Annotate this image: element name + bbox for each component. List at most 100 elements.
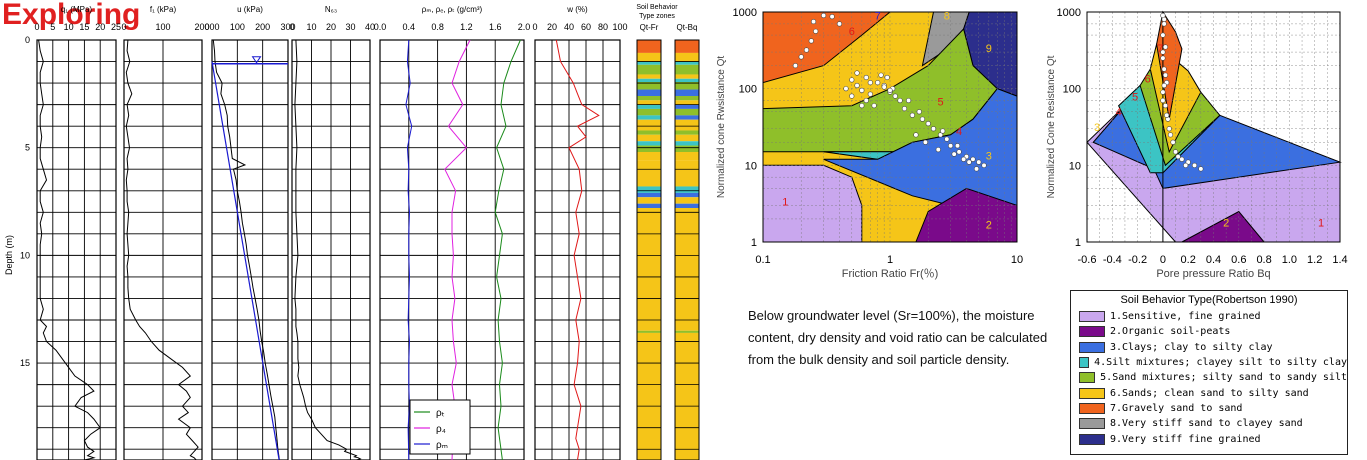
data-point <box>1179 156 1185 162</box>
legend-label: 4.Silt mixtures; clayey silt to silty cl… <box>1094 357 1347 369</box>
panel-x-tick-label: 15 <box>79 22 89 32</box>
zone-number-label: 7 <box>1157 43 1163 55</box>
x-tick-label: 10 <box>1011 254 1023 266</box>
depth-axis-label: Depth (m) <box>4 235 14 275</box>
zone-number-label: 8 <box>944 10 950 22</box>
data-point <box>935 147 941 153</box>
legend-label: 9.Very stiff fine grained <box>1110 433 1261 445</box>
x-tick-label: 0.8 <box>1256 254 1271 266</box>
data-point <box>1161 21 1167 27</box>
panel-x-tick-label: 000 <box>204 22 219 32</box>
y-tick-label: 100 <box>1063 84 1081 96</box>
data-point <box>970 156 976 162</box>
data-point <box>905 97 912 104</box>
panel-x-tick-label: 100 <box>155 22 170 32</box>
sbt-column-frame <box>674 39 700 460</box>
data-point <box>813 28 819 34</box>
data-point <box>1160 89 1166 95</box>
panel-x-tick-label: 5 <box>50 22 55 32</box>
data-point <box>909 112 915 118</box>
sbt-band <box>675 186 699 193</box>
y-tick-label: 10 <box>1069 160 1081 172</box>
panel-frame <box>211 39 289 460</box>
zone-number-label: 6 <box>1145 74 1151 86</box>
sbt-band <box>675 96 699 101</box>
legend-swatch <box>1079 326 1105 338</box>
zone-number-label: 2 <box>986 219 992 231</box>
groundwater-note: Below groundwater level (Sr=100%), the m… <box>748 308 1048 367</box>
zone-number-label: 4 <box>1116 106 1122 118</box>
data-point <box>829 14 835 20</box>
data-point <box>792 62 799 69</box>
legend-item: 7.Gravely sand to sand <box>1079 401 1347 416</box>
sbt-band <box>637 96 661 101</box>
x-tick-label: -0.6 <box>1078 254 1097 266</box>
hydrostatic-line <box>211 61 280 460</box>
sbt-band <box>675 134 699 142</box>
sbt-band <box>675 52 699 62</box>
sbt-column-label: Qt-Fr <box>640 23 659 32</box>
panel-x-tick-label: 300 <box>280 22 295 32</box>
x-tick-label: 1.2 <box>1307 254 1322 266</box>
sbt-band <box>637 141 661 146</box>
legend-item: 4.Silt mixtures; clayey silt to silty cl… <box>1079 355 1347 370</box>
sbt-band <box>637 61 661 65</box>
sbt-band <box>637 160 661 187</box>
data-point <box>944 136 950 142</box>
data-point <box>843 86 849 92</box>
sbt-header-line: Type zones <box>639 13 675 20</box>
legend-item: 8.Very stiff sand to clayey sand <box>1079 416 1347 431</box>
data-point <box>1166 126 1172 132</box>
sbt-band <box>675 197 699 204</box>
data-point <box>1162 44 1169 50</box>
data-point <box>803 47 810 53</box>
legend-label: 5.Sand mixtures; silty sand to sandy sil… <box>1100 372 1347 384</box>
x-tick-label: 1.4 <box>1332 254 1347 266</box>
data-point <box>1161 66 1167 72</box>
rho-legend-label: ρₜ <box>436 408 445 419</box>
sbt-band <box>675 192 699 198</box>
qt-bq-chart: 1 2 3 456 7 -0.6 -0.4 -0.2 0 0.2 0.4 0.6 0.8 1.0 1.2 1.… <box>1046 7 1348 280</box>
data-point <box>951 151 957 157</box>
data-point <box>881 84 887 90</box>
panel-x-tick-label: 100 <box>612 22 627 32</box>
profile-line <box>125 39 199 460</box>
sbt-band <box>675 74 699 79</box>
data-point <box>859 87 865 93</box>
profile-line <box>38 39 101 460</box>
x-tick-label: 0.4 <box>1206 254 1221 266</box>
data-point <box>820 12 827 19</box>
data-point <box>836 21 843 27</box>
depth-tick-label: 10 <box>20 250 30 260</box>
y-tick-label: 1000 <box>1057 7 1081 19</box>
panel-x-tick-label: 100 <box>230 22 245 32</box>
data-point <box>956 149 962 155</box>
panel-x-tick-label: 25 <box>111 22 121 32</box>
sbt-zone-columns: Soil Behavior Type zones Qt-Fr Qt-Bq <box>636 4 700 460</box>
data-point <box>798 54 804 60</box>
legend-swatch <box>1079 357 1090 369</box>
sbt-band <box>675 82 699 90</box>
data-point <box>913 132 919 138</box>
x-tick-label: 0 <box>1160 254 1166 266</box>
data-point <box>878 72 884 78</box>
depth-tick-label: 15 <box>20 358 30 368</box>
data-point <box>937 132 944 138</box>
panel-x-tick-label: 30 <box>345 22 355 32</box>
x-tick-label: 1.0 <box>1282 254 1297 266</box>
x-tick-label: -0.4 <box>1103 254 1122 266</box>
sbt-band <box>637 100 661 105</box>
x-tick-label: -0.2 <box>1128 254 1147 266</box>
data-point <box>976 159 982 165</box>
y-tick-label: 1000 <box>733 7 757 19</box>
sbt-band <box>637 78 661 82</box>
panel-x-tick-label: 0 <box>34 22 39 32</box>
sbt-band <box>637 108 661 116</box>
rho-legend-label: ρ₄ <box>436 424 446 435</box>
legend-swatch <box>1079 311 1105 323</box>
data-point <box>1164 112 1170 118</box>
data-point <box>1198 166 1204 172</box>
zone-region <box>762 164 863 243</box>
panel-x-tick-label: 10 <box>64 22 74 32</box>
panel-title: q₁ (MPa) <box>61 5 92 14</box>
